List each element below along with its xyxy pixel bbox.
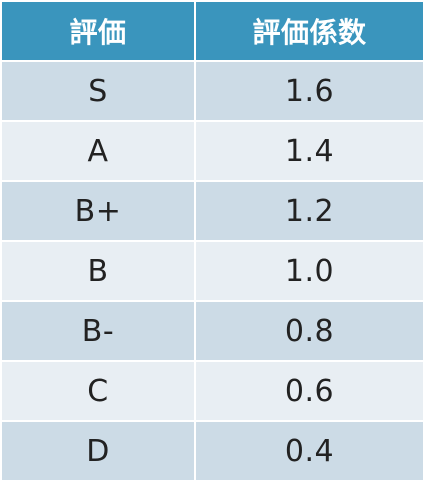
row-1-grade: S [2, 62, 194, 120]
row-6-coefficient: 0.6 [196, 362, 423, 420]
row-2-coefficient: 1.4 [196, 122, 423, 180]
grade-coefficient-table: 評価 評価係数 S 1.6 A 1.4 B+ 1.2 B 1.0 B- 0.8 … [2, 2, 423, 480]
row-5-grade: B- [2, 302, 194, 360]
row-2-grade: A [2, 122, 194, 180]
row-6-grade: C [2, 362, 194, 420]
row-3-coefficient: 1.2 [196, 182, 423, 240]
row-1-coefficient: 1.6 [196, 62, 423, 120]
row-4-grade: B [2, 242, 194, 300]
row-5-coefficient: 0.8 [196, 302, 423, 360]
row-3-grade: B+ [2, 182, 194, 240]
header-coefficient: 評価係数 [196, 2, 423, 60]
header-grade: 評価 [2, 2, 194, 60]
row-7-coefficient: 0.4 [196, 422, 423, 480]
row-7-grade: D [2, 422, 194, 480]
row-4-coefficient: 1.0 [196, 242, 423, 300]
